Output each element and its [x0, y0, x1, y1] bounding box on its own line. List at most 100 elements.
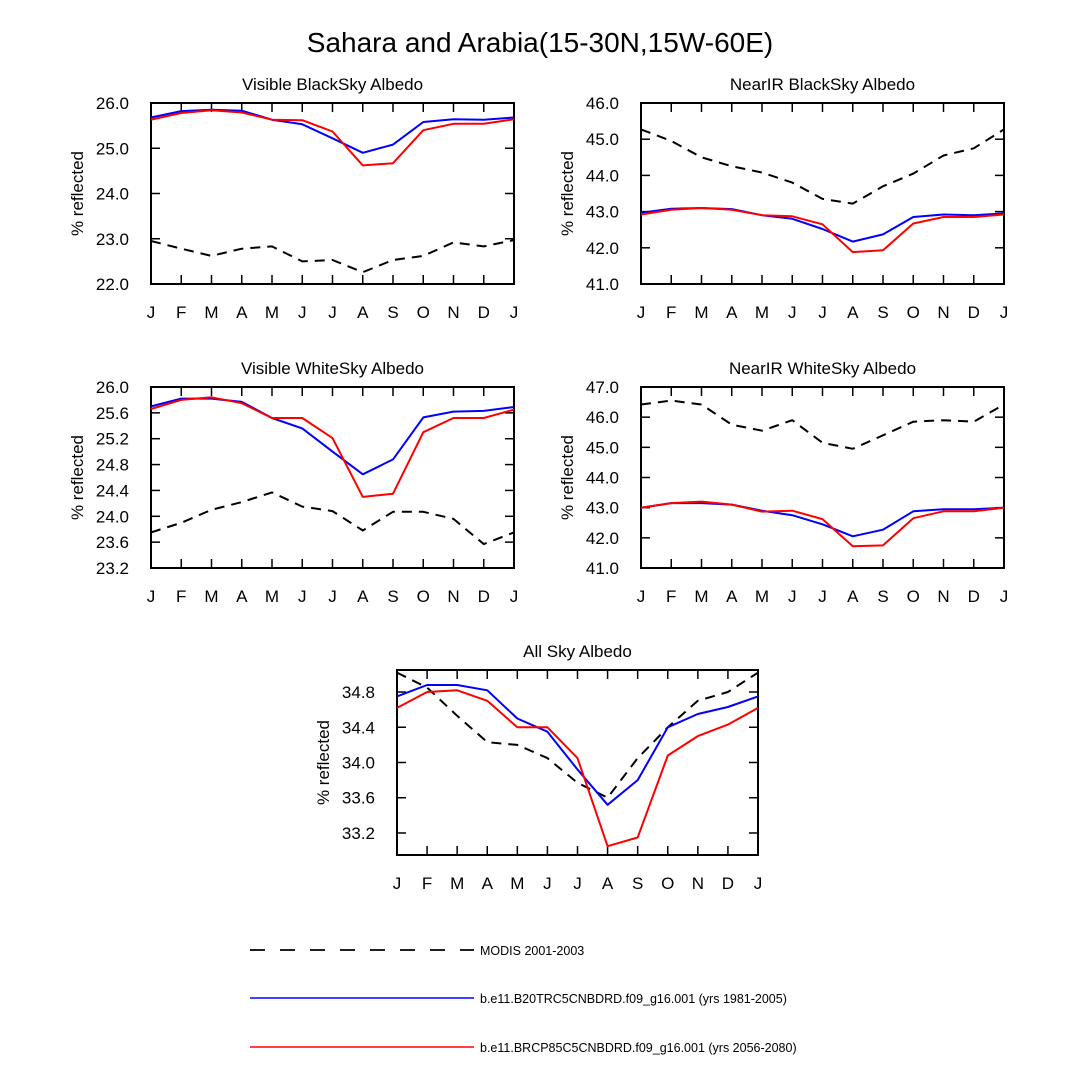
x-tick-label: N [692, 874, 704, 893]
series-line-b20tr [150, 397, 515, 476]
legend-label: b.e11.BRCP85C5CNBDRD.f09_g16.001 (yrs 20… [480, 1041, 797, 1055]
x-tick-label: A [726, 587, 738, 606]
y-tick-label: 24.0 [96, 185, 129, 204]
x-tick-label: J [298, 303, 307, 322]
y-tick-label: 47.0 [586, 378, 619, 397]
panel-title: Visible BlackSky Albedo [242, 75, 423, 94]
x-tick-label: N [447, 303, 459, 322]
y-axis-label: % reflected [314, 720, 333, 805]
x-tick-label: O [661, 874, 674, 893]
x-tick-label: J [788, 587, 797, 606]
x-tick-label: F [666, 303, 676, 322]
x-tick-label: J [328, 303, 337, 322]
x-tick-label: M [694, 303, 708, 322]
x-tick-label: A [726, 303, 738, 322]
x-tick-label: D [722, 874, 734, 893]
x-tick-label: D [968, 587, 980, 606]
x-tick-label: J [818, 303, 827, 322]
x-tick-label: J [543, 874, 552, 893]
x-tick-label: J [147, 587, 156, 606]
y-tick-label: 34.0 [342, 754, 375, 773]
x-tick-label: J [788, 303, 797, 322]
x-tick-label: S [632, 874, 643, 893]
x-tick-label: A [847, 303, 859, 322]
series-line-b20tr [396, 684, 759, 806]
x-tick-label: O [907, 587, 920, 606]
x-tick-label: O [417, 587, 430, 606]
x-tick-label: N [937, 303, 949, 322]
panel-title: NearIR BlackSky Albedo [730, 75, 915, 94]
x-tick-label: F [666, 587, 676, 606]
x-tick-label: J [637, 303, 646, 322]
y-tick-label: 43.0 [586, 203, 619, 222]
x-tick-label: J [754, 874, 763, 893]
y-tick-label: 25.0 [96, 139, 129, 158]
y-axis-label: % reflected [68, 435, 87, 520]
x-tick-label: F [422, 874, 432, 893]
series-line-modis [150, 239, 515, 274]
y-tick-label: 34.8 [342, 683, 375, 702]
y-tick-label: 45.0 [586, 130, 619, 149]
x-tick-label: D [478, 303, 490, 322]
plot-frame [396, 669, 759, 856]
plot-frame [640, 102, 1005, 285]
x-tick-label: J [298, 587, 307, 606]
x-tick-label: D [478, 587, 490, 606]
panel-title: NearIR WhiteSky Albedo [729, 359, 916, 378]
y-tick-label: 23.6 [96, 533, 129, 552]
x-tick-label: A [847, 587, 859, 606]
x-tick-label: J [818, 587, 827, 606]
x-tick-label: J [328, 587, 337, 606]
y-tick-label: 46.0 [586, 408, 619, 427]
x-tick-label: O [417, 303, 430, 322]
series-line-brcp85 [640, 207, 1005, 254]
x-tick-label: F [176, 303, 186, 322]
x-tick-label: M [450, 874, 464, 893]
panel-title: All Sky Albedo [523, 642, 632, 661]
y-axis-label: % reflected [68, 151, 87, 236]
x-tick-label: M [265, 303, 279, 322]
series-line-modis [640, 399, 1005, 450]
x-tick-label: J [1000, 587, 1009, 606]
plot-frame [150, 102, 515, 285]
x-tick-label: M [265, 587, 279, 606]
x-tick-label: F [176, 587, 186, 606]
y-tick-label: 26.0 [96, 94, 129, 113]
panel-title: Visible WhiteSky Albedo [241, 359, 424, 378]
plot-frame [640, 386, 1005, 569]
x-tick-label: J [637, 587, 646, 606]
y-tick-label: 24.4 [96, 481, 129, 500]
y-tick-label: 46.0 [586, 94, 619, 113]
x-tick-label: A [236, 587, 248, 606]
x-tick-label: N [447, 587, 459, 606]
series-line-b20tr [640, 502, 1005, 538]
series-line-brcp85 [396, 689, 759, 848]
legend: MODIS 2001-2003 b.e11.B20TRC5CNBDRD.f09_g… [250, 944, 797, 1055]
y-tick-label: 22.0 [96, 275, 129, 294]
series-line-brcp85 [150, 396, 515, 498]
y-tick-label: 23.2 [96, 559, 129, 578]
x-tick-label: J [147, 303, 156, 322]
x-tick-label: N [937, 587, 949, 606]
y-tick-label: 44.0 [586, 469, 619, 488]
series-line-modis [640, 128, 1005, 205]
series-line-modis [396, 671, 759, 799]
x-tick-label: A [236, 303, 248, 322]
plot-frame [150, 386, 515, 569]
series-line-brcp85 [640, 500, 1005, 548]
x-tick-label: D [968, 303, 980, 322]
y-axis-label: % reflected [558, 151, 577, 236]
y-tick-label: 26.0 [96, 378, 129, 397]
x-tick-label: S [877, 587, 888, 606]
x-tick-label: S [387, 587, 398, 606]
x-tick-label: A [357, 303, 369, 322]
figure-title: Sahara and Arabia(15-30N,15W-60E) [307, 27, 773, 58]
x-tick-label: M [755, 303, 769, 322]
series-line-brcp85 [150, 109, 515, 167]
